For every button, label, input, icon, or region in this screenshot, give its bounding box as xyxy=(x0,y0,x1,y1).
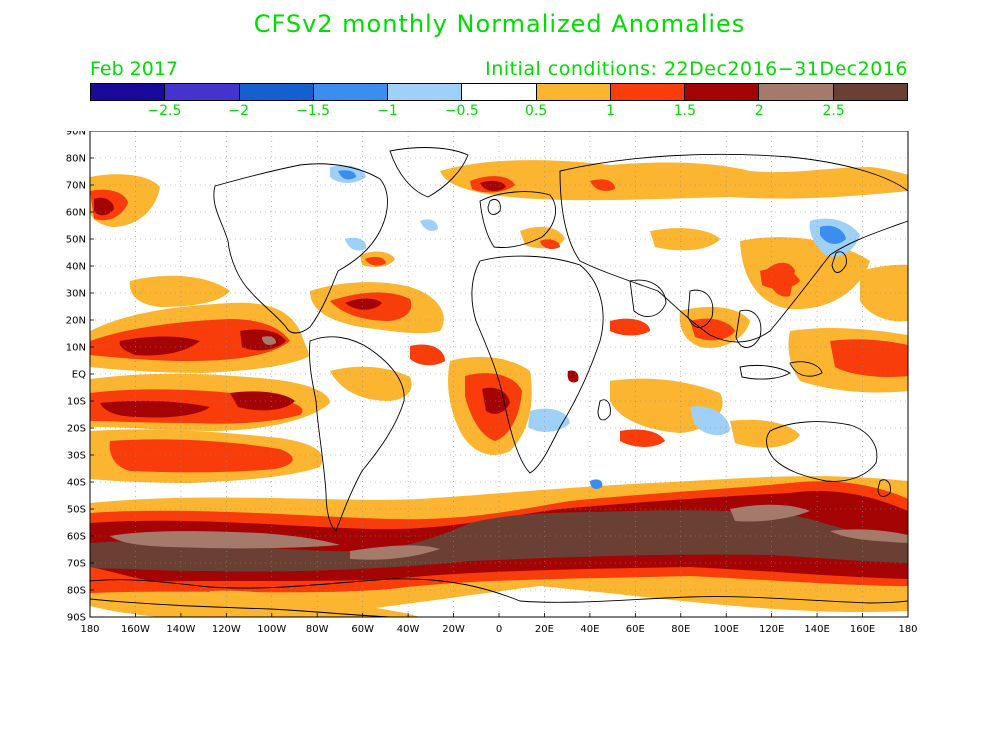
colorbar xyxy=(90,83,908,101)
latitude-tick-label: 10N xyxy=(66,343,86,354)
initial-conditions: Initial conditions: 22Dec2016−31Dec2016 xyxy=(485,58,908,80)
longitude-tick-label: 180 xyxy=(898,624,917,635)
longitude-tick-label: 60W xyxy=(351,624,374,635)
colorbar-labels: −2.5 −2 −1.5 −1 −0.5 0.5 1 1.5 2 2.5 xyxy=(90,103,908,123)
colorbar-tick-label: 0.5 xyxy=(525,103,548,119)
longitude-tick-label: 40W xyxy=(397,624,420,635)
colorbar-tick-label: −0.5 xyxy=(444,103,479,119)
latitude-tick-label: 60N xyxy=(66,208,86,219)
longitude-tick-label: 60E xyxy=(626,624,645,635)
colorbar-tick-label: 2.5 xyxy=(822,103,845,119)
longitude-labels: 180 160W 140W 120W 100W 80W 60W 40W 20W 0 20E 40E 60… xyxy=(80,613,918,635)
coastlines xyxy=(90,147,908,617)
latitude-tick-label: 40N xyxy=(66,262,86,273)
latitude-tick-label: 80N xyxy=(66,154,86,165)
forecast-month: Feb 2017 xyxy=(90,58,179,80)
anomaly-map: 90N 80N 70N 60N 50N 40N 30N 20N 10N EQ 10S 20S 30S 40… xyxy=(66,131,918,635)
latitude-tick-label: 90S xyxy=(67,613,86,624)
longitude-tick-label: 80W xyxy=(306,624,329,635)
latitude-tick-label: 40S xyxy=(67,478,86,489)
latitude-labels: 90N 80N 70N 60N 50N 40N 30N 20N 10N EQ 10S 20S 30S 40… xyxy=(66,131,94,624)
latitude-tick-label: 60S xyxy=(67,532,86,543)
colorbar-segment xyxy=(165,84,240,100)
latitude-tick-label: 80S xyxy=(67,586,86,597)
colorbar-segment xyxy=(313,84,389,100)
latitude-tick-label: 50N xyxy=(66,235,86,246)
colorbar-segment xyxy=(239,84,314,100)
latitude-tick-label: 30S xyxy=(67,451,86,462)
longitude-tick-label: 100W xyxy=(257,624,286,635)
latitude-tick-label: 10S xyxy=(67,397,86,408)
longitude-tick-label: 140W xyxy=(166,624,195,635)
latitude-tick-label: EQ xyxy=(72,370,86,381)
longitude-tick-label: 20W xyxy=(442,624,465,635)
longitude-tick-label: 120W xyxy=(212,624,241,635)
longitude-tick-label: 20E xyxy=(535,624,554,635)
longitude-tick-label: 180 xyxy=(80,624,99,635)
longitude-tick-label: 160W xyxy=(121,624,150,635)
longitude-tick-label: 160E xyxy=(850,624,875,635)
colorbar-tick-label: 1.5 xyxy=(673,103,697,119)
colorbar-segment xyxy=(91,84,166,100)
latitude-tick-label: 50S xyxy=(67,505,86,516)
colorbar-segment xyxy=(388,84,463,100)
colorbar-tick-label: −1 xyxy=(377,103,398,119)
colorbar-segment xyxy=(462,84,537,100)
longitude-tick-label: 100E xyxy=(714,624,739,635)
longitude-tick-label: 120E xyxy=(759,624,784,635)
colorbar-segment xyxy=(685,84,760,100)
longitude-tick-label: 0 xyxy=(496,624,502,635)
latitude-tick-label: 90N xyxy=(66,131,86,138)
latitude-tick-label: 30N xyxy=(66,289,86,300)
longitude-tick-label: 40E xyxy=(580,624,599,635)
colorbar-segment xyxy=(610,84,686,100)
longitude-tick-label: 80E xyxy=(671,624,690,635)
chart-title: CFSv2 monthly Normalized Anomalies xyxy=(253,10,746,38)
colorbar-tick-label: −2.5 xyxy=(147,103,182,119)
longitude-tick-label: 140E xyxy=(804,624,829,635)
colorbar-segment xyxy=(536,84,611,100)
colorbar-tick-label: −2 xyxy=(228,103,250,119)
latitude-tick-label: 70S xyxy=(67,559,86,570)
latitude-tick-label: 70N xyxy=(66,181,86,192)
colorbar-tick-label: −1.5 xyxy=(296,103,331,119)
latitude-tick-label: 20S xyxy=(67,424,86,435)
colorbar-tick-label: 1 xyxy=(606,103,615,119)
colorbar-tick-label: 2 xyxy=(754,103,764,119)
colorbar-segment xyxy=(759,84,834,100)
map-gridlines xyxy=(90,131,908,617)
colorbar-segment xyxy=(833,84,907,100)
latitude-tick-label: 20N xyxy=(66,316,86,327)
